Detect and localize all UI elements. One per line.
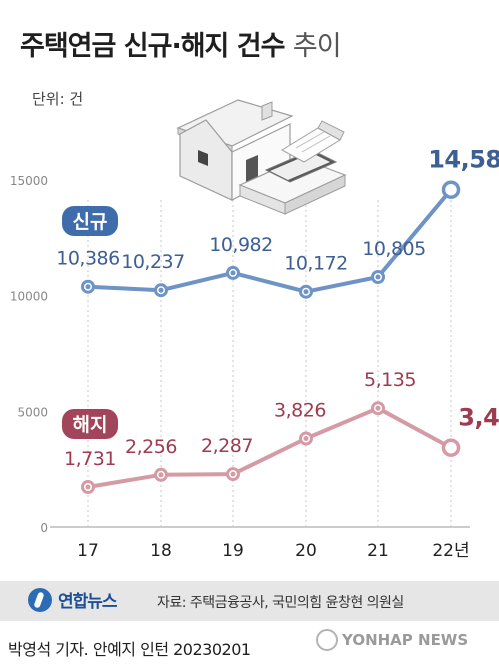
series-line-cancel [87, 406, 452, 489]
page-title: 주택연금 신규·해지 건수 추이 [20, 24, 342, 63]
data-label-new: 14,580 [428, 146, 499, 174]
y-tick-label: 10000 [10, 290, 48, 304]
x-tick-label: 19 [222, 541, 244, 561]
title-sub: 추이 [292, 31, 342, 62]
footer-band [0, 581, 499, 621]
point-dot-cancel [375, 405, 381, 411]
point-dot-cancel [230, 471, 236, 477]
legend-new-label: 신규 [73, 211, 108, 233]
data-label-new: 10,982 [209, 234, 272, 256]
point-dot-new [303, 289, 309, 295]
data-label-cancel: 3,430 [458, 404, 499, 432]
data-label-cancel: 3,826 [274, 399, 326, 421]
data-label-new: 10,386 [56, 248, 119, 270]
point-new [441, 180, 461, 199]
watermark: YONHAP NEWS [316, 629, 468, 651]
x-tick-label: 20 [295, 541, 317, 561]
watermark-icon [316, 629, 338, 651]
data-label-cancel: 2,256 [125, 436, 177, 458]
point-dot-cancel [85, 484, 91, 490]
yonhap-logo-icon [28, 587, 52, 612]
data-label-cancel: 5,135 [364, 369, 416, 391]
data-label-new: 10,805 [362, 238, 425, 260]
logo-text: 연합뉴스 [58, 592, 118, 612]
y-axis: 0 5000 10000 15000 [10, 174, 470, 535]
data-label-cancel: 2,287 [201, 435, 253, 457]
unit-label: 단위: 건 [32, 90, 84, 108]
point-dot-new [85, 284, 91, 290]
house-with-documents-icon [176, 99, 347, 215]
x-tick-label: 18 [150, 541, 172, 561]
line-chart: 0 5000 10000 15000 10,386 10,237 10,982 10,172… [10, 99, 499, 561]
point-dot-new [158, 287, 164, 293]
x-tick-label: 17 [77, 541, 99, 561]
x-tick-label: 21 [367, 541, 389, 561]
point-cancel [441, 438, 461, 457]
point-dot-new [375, 274, 381, 280]
x-tick-label: 22년 [432, 541, 469, 561]
y-tick-label: 0 [40, 521, 48, 535]
point-dot-cancel [158, 472, 164, 478]
legend-new: 신규 [62, 206, 118, 236]
point-dot-new [230, 270, 236, 276]
credit-line: 박영석 기자. 안예지 인턴 20230201 [8, 640, 251, 659]
y-tick-label: 5000 [17, 405, 48, 419]
point-dot-cancel [303, 436, 309, 441]
data-label-new: 10,237 [121, 251, 184, 273]
title-main: 주택연금 신규·해지 건수 [20, 31, 285, 62]
legend-cancel: 해지 [62, 409, 118, 439]
yonhap-logo: 연합뉴스 [28, 587, 118, 612]
data-label-cancel: 1,731 [64, 448, 116, 470]
watermark-text: YONHAP NEWS [342, 631, 469, 649]
series-line-new [87, 188, 453, 294]
data-label-new: 10,172 [284, 253, 347, 275]
y-tick-label: 15000 [10, 174, 48, 188]
source-note: 자료: 주택금융공사, 국민의힘 윤창현 의원실 [157, 595, 404, 611]
x-axis: 17 18 19 20 21 22년 [77, 541, 469, 561]
legend-cancel-label: 해지 [73, 414, 108, 436]
